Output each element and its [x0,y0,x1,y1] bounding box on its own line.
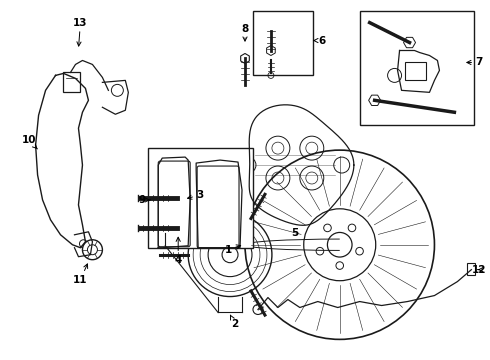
Text: 5: 5 [291,228,298,238]
Text: 3: 3 [188,190,204,200]
Circle shape [82,240,102,260]
Text: 9: 9 [139,195,150,205]
Polygon shape [368,95,381,105]
Text: 1: 1 [224,245,241,255]
Bar [63,72,80,92]
Polygon shape [241,54,249,63]
Text: 10: 10 [22,135,37,149]
Text: 8: 8 [242,24,248,41]
Polygon shape [267,45,275,55]
Polygon shape [404,37,416,48]
Text: 13: 13 [73,18,88,46]
Text: 11: 11 [73,264,88,285]
Text: 2: 2 [230,315,239,329]
Text: 4: 4 [174,237,182,265]
Bar [360,11,474,125]
Polygon shape [171,221,183,235]
Bar [253,11,313,75]
Polygon shape [171,191,183,205]
Bar [405,62,426,80]
Text: 6: 6 [314,36,325,46]
Text: 7: 7 [467,58,483,67]
Bar [148,148,253,248]
Bar [467,263,475,275]
Text: 12: 12 [472,265,487,275]
